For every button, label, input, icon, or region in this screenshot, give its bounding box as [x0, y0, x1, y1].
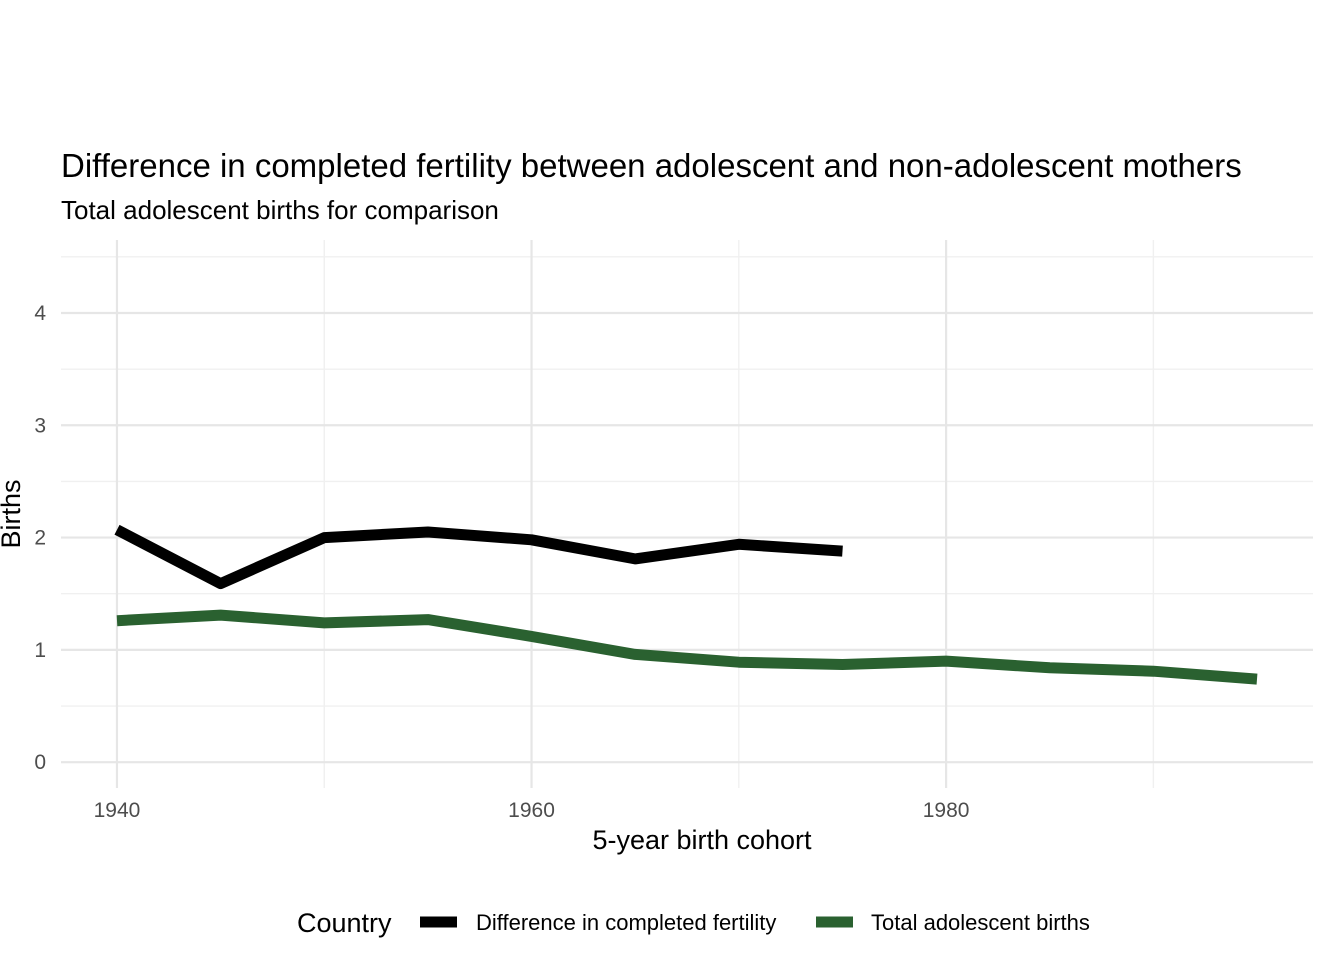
y-tick-label: 3: [34, 414, 46, 437]
legend-title: Country: [297, 908, 392, 938]
x-tick-label: 1980: [923, 799, 970, 822]
y-tick-label: 4: [34, 302, 46, 325]
series-line-total: [116, 609, 1258, 685]
x-tick-label: 1940: [94, 799, 141, 822]
y-tick-label: 1: [34, 639, 46, 662]
legend-label-total: Total adolescent births: [871, 910, 1090, 935]
legend: Country Difference in completed fertilit…: [297, 908, 1090, 938]
legend-label-difference: Difference in completed fertility: [476, 910, 776, 935]
chart-title: Difference in completed fertility betwee…: [61, 147, 1242, 184]
chart-subtitle: Total adolescent births for comparison: [61, 195, 499, 225]
series-line-difference: [114, 524, 843, 590]
x-tick-label: 1960: [508, 799, 555, 822]
x-axis-title: 5-year birth cohort: [592, 825, 812, 855]
y-axis-ticks: 0 1 2 3 4: [34, 302, 46, 774]
x-axis-ticks: 1940 1960 1980: [94, 799, 970, 822]
y-axis-title: Births: [0, 479, 26, 548]
y-tick-label: 0: [34, 751, 46, 774]
y-tick-label: 2: [34, 527, 46, 550]
plot-grid: [61, 240, 1313, 788]
series-lines: [114, 524, 1258, 685]
